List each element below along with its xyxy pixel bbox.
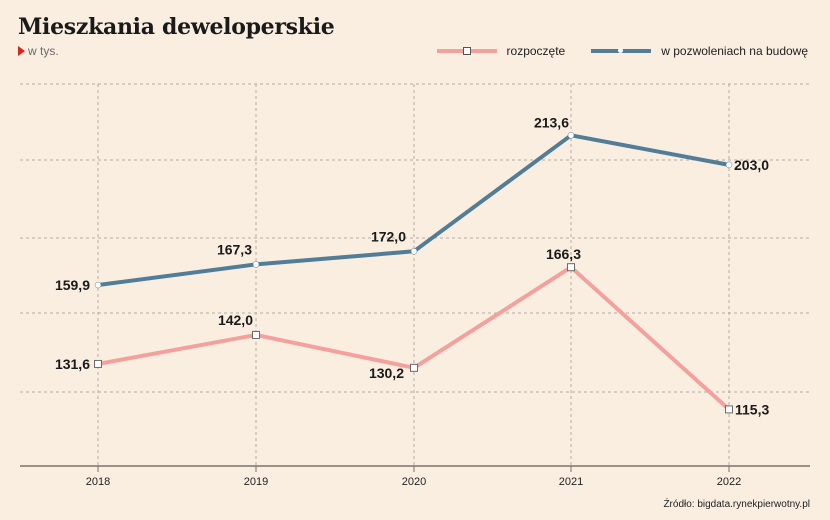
point-pozwolenia-2020: [410, 248, 418, 255]
point-rozpoczete-2020: [410, 363, 418, 372]
point-rozpoczete-2019: [252, 330, 260, 339]
legend-label-rozpoczete: rozpoczęte: [506, 44, 566, 58]
data-label-pozwolenia-2022: 203,0: [734, 157, 769, 173]
legend-swatch-rozpoczete: [436, 47, 497, 55]
point-pozwolenia-2018: [94, 281, 102, 289]
unit-label: w tys.: [28, 44, 59, 58]
point-pozwolenia-2022: [725, 161, 733, 169]
chart-subtitle: w tys.: [18, 44, 59, 58]
data-label-pozwolenia-2021: 213,6: [534, 114, 569, 130]
data-label-rozpoczete-2022: 115,3: [735, 401, 769, 417]
source-note: Źródło: bigdata.rynekpierwotny.pl: [663, 499, 810, 510]
legend-label-pozwolenia: w pozwoleniach na budowę: [661, 44, 808, 58]
point-rozpoczete-2022: [725, 405, 733, 414]
x-tick-label-2019: 2019: [244, 476, 268, 488]
data-label-rozpoczete-2019: 142,0: [218, 312, 253, 328]
chart-title: Mieszkania deweloperskie: [18, 14, 335, 40]
data-label-pozwolenia-2018: 159,9: [55, 277, 90, 293]
legend-item-rozpoczete: rozpoczęte: [436, 44, 566, 58]
data-label-rozpoczete-2021: 166,3: [546, 246, 581, 262]
point-rozpoczete-2021: [567, 263, 575, 272]
data-label-pozwolenia-2019: 167,3: [217, 241, 252, 257]
chart-legend: rozpoczęte w pozwoleniach na budowę: [411, 44, 808, 58]
triangle-icon: [18, 46, 25, 56]
data-label-rozpoczete-2018: 131,6: [55, 356, 90, 372]
legend-item-pozwolenia: w pozwoleniach na budowę: [591, 44, 808, 58]
x-tick-label-2022: 2022: [717, 476, 741, 488]
x-tick-label-2018: 2018: [86, 476, 110, 488]
point-rozpoczete-2018: [94, 359, 102, 368]
data-label-rozpoczete-2020: 130,2: [369, 365, 404, 381]
x-tick-label-2020: 2020: [402, 476, 426, 488]
point-pozwolenia-2019: [252, 261, 260, 268]
x-tick-label-2021: 2021: [559, 476, 583, 488]
legend-swatch-pozwolenia: [591, 48, 652, 53]
data-label-pozwolenia-2020: 172,0: [371, 228, 406, 244]
point-pozwolenia-2021: [567, 132, 575, 139]
